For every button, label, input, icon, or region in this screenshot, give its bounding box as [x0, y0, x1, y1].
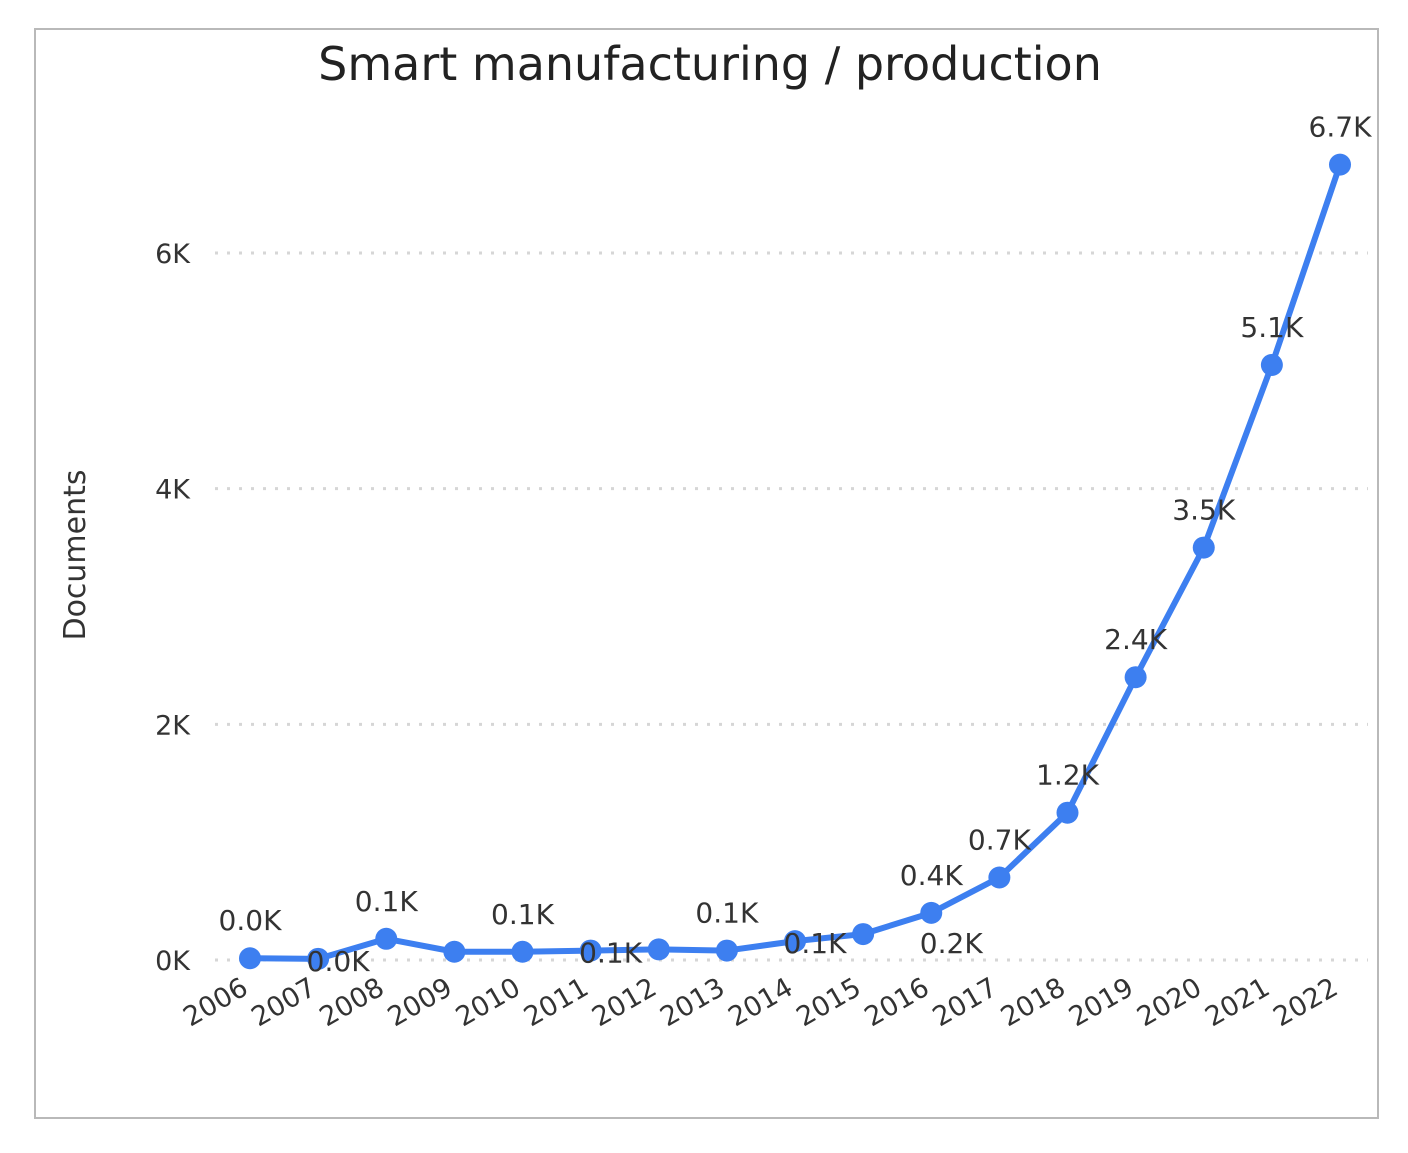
x-axis-ticks: 2006200720082009201020112012201320142015… — [178, 972, 1343, 1033]
x-tick-label: 2011 — [519, 972, 594, 1033]
data-label: 0.2K — [920, 927, 984, 960]
data-label: 2.4K — [1104, 623, 1168, 656]
data-point — [1260, 353, 1283, 376]
data-label: 5.1K — [1240, 311, 1304, 344]
data-label: 0.1K — [491, 898, 555, 931]
x-tick-label: 2008 — [314, 972, 389, 1033]
y-tick-label: 6K — [155, 239, 191, 270]
data-label: 0.1K — [784, 927, 848, 960]
series-layer — [247, 161, 1343, 962]
x-tick-label: 2010 — [451, 972, 526, 1033]
x-tick-label: 2019 — [1064, 972, 1139, 1033]
data-points — [239, 153, 1351, 970]
data-label: 6.7K — [1309, 111, 1373, 144]
x-tick-label: 2014 — [723, 972, 798, 1033]
data-label: 0.4K — [900, 859, 964, 892]
data-point — [239, 947, 261, 970]
x-tick-label: 2013 — [655, 972, 730, 1033]
data-label: 3.5K — [1172, 494, 1236, 527]
y-tick-label: 2K — [155, 710, 191, 741]
x-tick-label: 2012 — [587, 972, 662, 1033]
y-tick-label: 4K — [155, 475, 191, 506]
data-point — [988, 866, 1011, 889]
chart-title: Smart manufacturing / production — [318, 37, 1102, 91]
data-labels: 0.0K 0.0K 0.1K 0.1K 0.1K 0.1K 0.1K 0.4K0.7K1.2K… — [219, 111, 1373, 978]
x-tick-label: 2021 — [1200, 972, 1275, 1033]
data-point — [920, 901, 943, 924]
data-point — [579, 939, 602, 962]
y-tick-label: 0K — [155, 946, 191, 977]
data-point — [715, 939, 738, 962]
gridlines — [215, 251, 1368, 962]
data-label: 0.1K — [579, 937, 643, 970]
x-tick-label: 2015 — [791, 972, 866, 1033]
x-tick-label: 2007 — [246, 972, 321, 1033]
data-label: 0.1K — [355, 885, 419, 918]
data-point — [784, 930, 806, 953]
data-point — [443, 940, 466, 963]
x-tick-label: 2018 — [996, 972, 1071, 1033]
y-axis-label: Documents — [58, 469, 93, 640]
data-point — [1124, 666, 1147, 689]
x-tick-label: 2020 — [1132, 972, 1207, 1033]
data-label: 0.7K — [968, 824, 1032, 857]
data-point — [852, 923, 875, 946]
data-point — [1056, 801, 1079, 824]
data-label: 1.2K — [1036, 759, 1100, 792]
data-label: 0.0K — [307, 945, 371, 978]
data-label: 0.1K — [695, 897, 759, 930]
data-point — [1192, 536, 1215, 559]
chart-frame — [34, 28, 1379, 1119]
x-tick-label: 2022 — [1268, 972, 1343, 1033]
x-tick-label: 2017 — [928, 972, 1003, 1033]
y-axis-ticks: 0K 2K 4K 6K — [155, 239, 191, 977]
series-line — [247, 161, 1343, 962]
x-tick-label: 2009 — [383, 972, 458, 1033]
data-point — [375, 927, 398, 950]
data-point — [307, 947, 330, 970]
x-tick-label: 2016 — [859, 972, 934, 1033]
data-point — [1329, 153, 1351, 176]
data-label: 0.0K — [219, 904, 283, 937]
x-tick-label: 2006 — [178, 972, 253, 1033]
data-point — [647, 938, 670, 961]
data-point — [511, 940, 534, 963]
